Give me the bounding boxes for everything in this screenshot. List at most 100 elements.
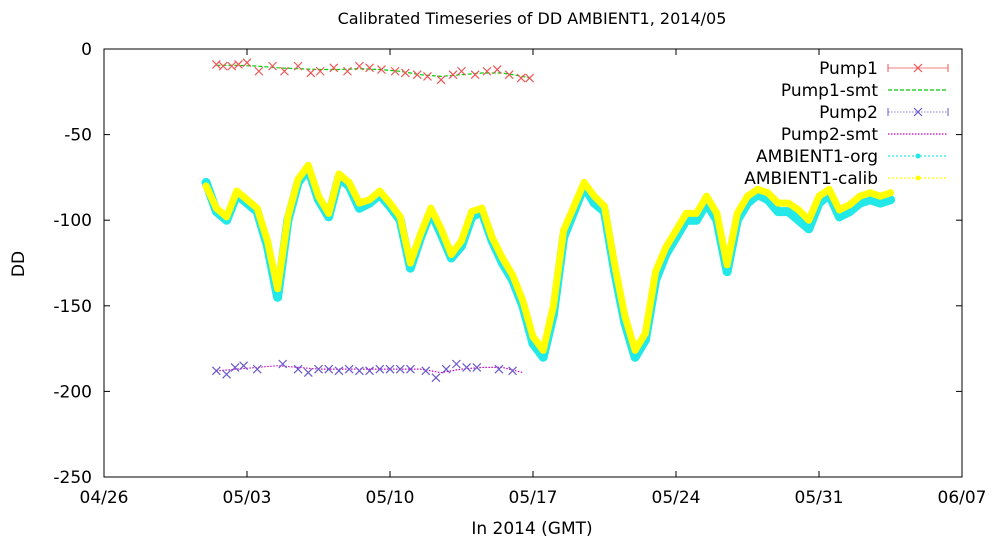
pump2-point	[494, 364, 504, 374]
ambient1-calib-point	[856, 192, 864, 200]
ambient1-calib-point	[396, 213, 404, 221]
pump1-point	[227, 61, 237, 71]
pump1-point	[516, 73, 526, 83]
ambient1-calib-point	[274, 285, 282, 293]
ambient1-calib-point	[437, 225, 445, 233]
ambient1-calib-point	[744, 192, 751, 200]
ambient1-calib-point	[366, 196, 374, 204]
pump2-point	[508, 366, 517, 376]
ambient1-calib-point	[805, 216, 813, 224]
pump2-point	[406, 364, 415, 374]
pump1-point	[525, 73, 535, 83]
ambient1-calib-point	[458, 237, 465, 245]
legend-label-pump1-smt: Pump1-smt	[781, 81, 878, 101]
ambient1-calib-point	[519, 297, 527, 305]
pump2-point	[222, 369, 231, 379]
x-tick-label: 05/17	[509, 488, 558, 508]
y-axis-label: DD	[9, 251, 29, 277]
ambient1-calib-point	[815, 192, 823, 200]
ambient1-calib-point	[223, 213, 231, 221]
ambient1-calib-point	[345, 179, 353, 186]
ambient1-calib-point	[447, 250, 455, 258]
ambient1-calib-point	[560, 227, 568, 234]
pump2-point	[344, 364, 354, 374]
ambient1-org-point	[773, 207, 783, 217]
pump2-point	[278, 359, 288, 369]
pump2-smt-line	[216, 365, 523, 374]
ambient1-calib-point	[498, 254, 506, 262]
legend-marker-pump2	[913, 107, 923, 117]
y-tick-label: -150	[53, 297, 92, 317]
ambient1-calib-point	[733, 209, 741, 217]
ambient1-calib-point	[478, 204, 486, 212]
y-tick-label: -250	[53, 468, 92, 488]
y-tick-label: 0	[81, 40, 92, 60]
pump2-point	[334, 366, 344, 376]
ambient1-calib-point	[488, 233, 496, 241]
ambient1-calib-point	[253, 204, 261, 212]
pump1-point	[234, 59, 243, 69]
pump2-point	[293, 364, 303, 374]
pump1-point	[365, 63, 374, 73]
ambient1-org-point	[865, 195, 875, 205]
pump1-point	[504, 70, 514, 80]
pump1-point	[436, 75, 446, 85]
pump1-point	[482, 66, 492, 76]
ambient1-calib-point	[723, 261, 731, 269]
ambient1-org-point	[783, 207, 793, 217]
legend-label-pump2-smt: Pump2-smt	[781, 125, 878, 145]
ambient1-calib-point	[835, 206, 843, 214]
pump1-point	[448, 70, 458, 80]
ambient1-calib-point	[233, 187, 241, 195]
ambient1-calib-point	[355, 199, 363, 207]
ambient1-calib-point	[652, 268, 660, 276]
ambient1-calib-point	[202, 182, 210, 190]
pump1-point	[492, 65, 502, 74]
ambient1-calib-point	[703, 192, 711, 200]
pump1-point	[377, 65, 386, 74]
pump1-point	[423, 71, 432, 81]
pump1-point	[242, 58, 252, 68]
x-tick-label: 05/31	[795, 488, 844, 508]
pump2-point	[462, 363, 472, 372]
pump2-point	[365, 366, 374, 376]
pump1-point	[343, 66, 352, 76]
pump2-point	[421, 366, 431, 376]
ambient1-org-point	[691, 215, 701, 225]
ambient1-calib-point	[601, 203, 608, 210]
pump1-point	[390, 66, 400, 76]
pump1-point	[412, 70, 422, 80]
pump1-point	[470, 70, 480, 80]
pump2-point	[239, 361, 249, 371]
ambient1-org-point	[722, 267, 732, 277]
ambient1-calib-point	[315, 192, 322, 200]
pump2-point	[252, 364, 262, 374]
pump1-point	[354, 61, 364, 71]
ambient1-calib-point	[754, 185, 762, 193]
pump2-point	[441, 364, 451, 374]
pump2-point	[395, 364, 405, 374]
x-tick-label: 05/10	[366, 488, 415, 508]
pump1-point	[293, 61, 303, 71]
ambient1-calib-point	[682, 209, 690, 217]
legend-marker-ambient1-org	[915, 153, 921, 159]
y-tick-label: -50	[64, 126, 92, 146]
ambient1-calib-point	[570, 203, 578, 210]
pump1-point	[315, 66, 325, 76]
ambient1-org-point	[538, 352, 548, 362]
pump2-point	[314, 364, 323, 374]
ambient1-org-point	[875, 198, 885, 208]
x-tick-label: 05/03	[223, 488, 272, 508]
ambient1-calib-point	[325, 209, 333, 217]
ambient1-calib-point	[825, 185, 833, 193]
pump2-point	[451, 359, 461, 369]
ambient1-calib-point	[713, 209, 721, 217]
ambient1-calib-point	[590, 192, 598, 200]
ambient1-calib-point	[294, 175, 302, 183]
pump2-point	[431, 373, 441, 383]
ambient1-calib-point	[866, 189, 874, 197]
ambient1-calib-point	[406, 259, 414, 267]
ambient1-org-point	[794, 215, 804, 225]
plot-series-group	[201, 58, 895, 383]
